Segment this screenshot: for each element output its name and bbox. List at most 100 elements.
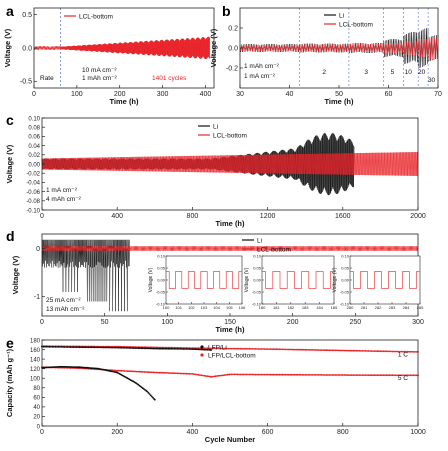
data-point (337, 349, 340, 352)
data-point (349, 374, 352, 376)
data-point (295, 373, 298, 376)
data-point (165, 347, 168, 350)
data-point (314, 349, 317, 351)
annotation-rate-30: 30 (428, 77, 436, 84)
data-point (181, 372, 183, 375)
annotation-capacity: 1 mAh cm⁻² (244, 63, 280, 70)
data-point (137, 370, 140, 373)
data-point (158, 347, 161, 350)
data-point (266, 348, 269, 350)
data-point (224, 347, 227, 350)
data-point (69, 346, 72, 348)
series-li-step (299, 43, 350, 53)
data-point (323, 349, 326, 352)
series-lcl-bottom (41, 151, 419, 177)
data-point (72, 346, 75, 348)
annotation-rate: Rate (40, 75, 54, 82)
data-point (149, 394, 152, 397)
data-point (132, 370, 135, 373)
data-point (271, 348, 273, 351)
data-point (219, 374, 222, 377)
data-point (244, 373, 246, 376)
data-point (152, 396, 154, 399)
data-point (102, 346, 105, 349)
axes-e: 0 200 400 600 800 1000 0 20 40 60 80 100 120 140 160 18… (5, 335, 426, 444)
data-point (290, 373, 293, 376)
y-tick-label: 0.5 (22, 12, 32, 19)
data-point (191, 348, 194, 350)
data-point (269, 373, 272, 376)
data-point (50, 345, 52, 348)
data-point (259, 373, 261, 376)
data-point (214, 347, 216, 350)
data-point (254, 348, 257, 350)
data-point (260, 373, 263, 376)
data-point (66, 346, 69, 348)
data-point (187, 372, 189, 375)
inset-y-tick-label: -0.10 (340, 301, 350, 306)
data-point (179, 348, 182, 350)
data-point (168, 347, 171, 350)
inset-x-tick-label: 282 (375, 305, 382, 310)
legend-entry: Li (257, 237, 262, 244)
data-point (265, 348, 267, 350)
data-point (162, 347, 165, 350)
annotation-current: 25 mA cm⁻² (46, 297, 81, 304)
data-point (399, 374, 401, 377)
data-point (304, 348, 307, 351)
axes-a: 0 100 200 300 400 -0.5 0.0 0.5 Time (h) Voltage (… (3, 3, 215, 106)
data-point (274, 373, 276, 376)
data-point (385, 350, 388, 353)
data-point (125, 370, 128, 372)
data-point (397, 374, 400, 377)
data-point (260, 348, 263, 350)
annotation-cycles: 1401 cycles (152, 75, 187, 82)
data-point (274, 348, 276, 351)
data-point (158, 371, 161, 374)
data-point (241, 373, 243, 376)
data-point (226, 347, 228, 350)
inset-x-tick-label: 280 (347, 305, 354, 310)
data-point (301, 348, 304, 351)
data-point (171, 347, 174, 350)
data-point (87, 346, 90, 349)
data-point (363, 350, 365, 352)
plot-layer-e (41, 345, 419, 401)
data-point (222, 374, 225, 377)
data-point (214, 375, 217, 378)
data-point (238, 347, 240, 350)
data-point (366, 374, 368, 376)
data-point (123, 370, 126, 372)
x-tick-label: 400 (187, 429, 199, 436)
data-point (137, 347, 140, 350)
panel-a: 0 100 200 300 400 -0.5 0.0 0.5 Time (h) Voltage (… (3, 3, 215, 106)
data-point (393, 374, 395, 377)
series-lcl-bottom (41, 246, 419, 251)
data-point (349, 349, 352, 352)
legend-swatch (200, 345, 204, 349)
data-point (193, 373, 195, 376)
frame-e (41, 339, 419, 427)
data-point (233, 373, 236, 376)
x-tick-label: 200 (114, 91, 126, 98)
data-point (221, 347, 224, 350)
data-point (209, 347, 212, 350)
y-tick-label: 80 (33, 386, 40, 392)
panel-label: e (6, 335, 14, 351)
data-point (278, 373, 281, 376)
axes-d: 0 50 100 150 200 250 300 -1 0 Time (h) Voltage (V)… (6, 228, 424, 334)
data-point (352, 349, 355, 352)
data-point (193, 348, 195, 351)
data-point (379, 350, 382, 353)
data-point (323, 374, 326, 376)
series-lcl-bottom-step (299, 44, 350, 52)
inset-series-lcl-bottom (166, 271, 242, 289)
data-point (329, 374, 332, 376)
inset-y-tick-label: -0.10 (156, 301, 166, 306)
x-tick-label: 600 (262, 429, 274, 436)
data-point (382, 350, 385, 353)
data-point (185, 372, 188, 375)
data-point (265, 373, 267, 376)
data-point (245, 373, 248, 376)
data-point (170, 347, 173, 350)
